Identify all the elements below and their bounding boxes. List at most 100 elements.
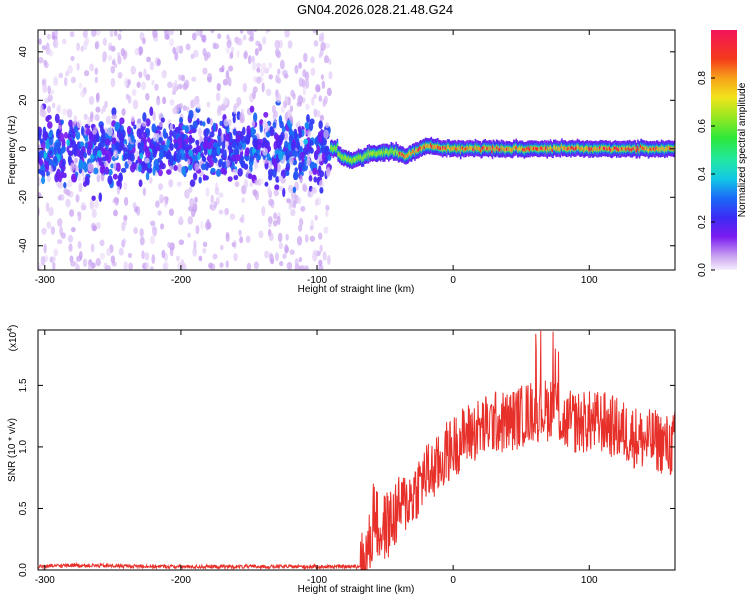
tone-peak [606,147,609,151]
tone-cell [493,146,495,151]
tone-peak [536,147,540,151]
spectrogram-cell [120,167,127,173]
tone-cell [376,152,379,156]
spectrogram-cell [258,178,264,185]
tone-cell [463,147,465,152]
colorbar-label: Normalized spectral amplitude [737,82,748,217]
spectrogram-cell [313,176,318,183]
tone-cell [556,146,558,151]
spectrogram-cell [67,150,73,156]
x-tick-label: -300 [35,575,55,586]
spectrogram-cell [134,150,140,159]
tone-cell [665,146,668,151]
tone-cell [643,146,646,151]
tone-cell [396,151,398,155]
spectrogram-cell [213,43,220,50]
spectrogram-cell [100,163,104,169]
tone-peak [417,148,421,152]
spectrogram-cell [126,125,132,135]
spectrogram-cell [76,62,80,71]
spectrogram-cell [258,230,264,239]
spectrogram-cell [259,124,263,133]
tone-cell [360,154,362,159]
spectrogram-cell [312,252,318,262]
spectrogram-cell [83,70,90,77]
tone-cell [659,147,662,152]
spectrogram-cell [138,128,144,136]
spectrogram-cell [90,163,94,174]
tone-cell [405,154,407,159]
tone-peak [461,146,465,150]
tone-cell [597,146,599,151]
tone-peak [635,149,639,152]
spectrogram-cell [228,65,234,72]
tone-peak [419,146,422,150]
spectrogram-cell [318,232,323,240]
spectrogram-cell [74,157,79,164]
tone-cell [595,146,598,151]
spectrogram-cell [173,164,178,172]
tone-cell [470,146,473,151]
spectrogram-cell [89,63,95,72]
spectrogram-cell [296,101,303,107]
spectrogram-cell [208,155,213,166]
bottom-x-axis: -300 -200 -100 0 100 [35,330,598,586]
tone-cell [586,145,589,150]
tone-cell [664,148,666,153]
spectrogram-cell [264,67,270,74]
spectrogram-cell [162,96,167,105]
spectrogram-cell [86,146,92,156]
spectrogram-cell [319,244,323,253]
spectrogram-cell [177,163,183,173]
spectrogram-cell [76,211,82,217]
spectrogram-cell [185,43,191,51]
spectrogram-cell [307,191,314,198]
tone-cell [428,144,431,149]
spectrogram-cell [222,168,228,175]
spectrogram-cell [84,136,89,142]
spectrogram-cell [202,241,208,248]
spectrogram-cell [313,108,318,118]
spectrogram-cell [111,114,117,120]
tone-cell [557,146,560,151]
tone-peak [655,146,658,150]
spectrogram-cell [298,62,302,69]
spectrogram-cell [46,33,51,40]
spectrogram-cell [273,189,279,197]
spectrogram-cell [250,55,256,63]
tone-cell [370,151,372,156]
tone-cell [624,146,626,151]
spectrogram-cell [140,140,144,150]
spectrogram-cell [243,51,248,60]
spectrogram-cell [309,235,316,242]
spectrogram-cell [66,139,70,147]
spectrogram-cell [100,133,106,144]
tone-cell [352,158,354,163]
tone-peak [439,147,443,151]
tone-peak [423,146,426,150]
tone-cell [646,146,648,151]
tone-peak [620,147,624,151]
spectrogram-cell [100,172,105,182]
spectrogram-cell [190,99,194,109]
tone-cell [344,155,347,160]
tone-peak [532,147,536,150]
spectrogram-cell [190,208,196,218]
spectrogram-cell [114,121,121,131]
spectrogram-cell [99,124,104,134]
spectrogram-cell [158,183,164,191]
spectrogram-cell [40,255,46,266]
spectrogram-cell [97,142,102,153]
spectrogram-cell [202,67,208,75]
spectrogram-cell [45,47,51,56]
spectrogram-cell [122,238,127,244]
spectrogram-cell [181,140,187,147]
spectrogram-cell [83,113,88,121]
spectrogram-cell [50,256,56,262]
spectrogram-cell [169,156,174,166]
tone-peak [444,146,448,150]
spectrogram-cell [254,48,259,56]
spectrogram-cell [280,131,285,141]
tone-peak [527,146,531,150]
spectrogram-cell [75,131,81,140]
